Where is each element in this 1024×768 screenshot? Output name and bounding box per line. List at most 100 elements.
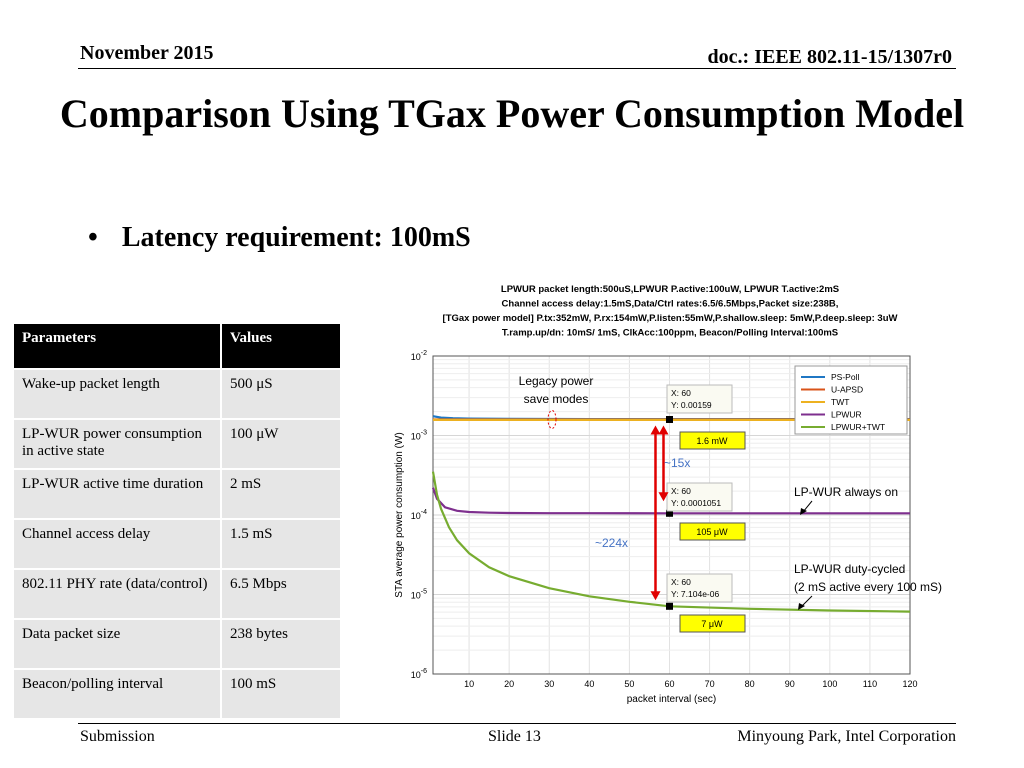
- table-cell-parameter: LP-WUR power consumption in active state: [14, 420, 220, 468]
- x-tick-label: 90: [785, 679, 795, 689]
- slide-title: Comparison Using TGax Power Consumption …: [0, 86, 1024, 142]
- table-row: 802.11 PHY rate (data/control) 6.5 Mbps: [14, 570, 340, 618]
- x-tick-label: 20: [504, 679, 514, 689]
- legend-label: LPWUR: [831, 410, 862, 420]
- chart-title-line: [TGax power model] P.tx:352mW, P.rx:154m…: [443, 313, 898, 324]
- x-tick-label: 10: [464, 679, 474, 689]
- table-cell-value: 2 mS: [222, 470, 340, 518]
- y-tick-label: 10-2: [411, 350, 427, 362]
- legend-label: U-APSD: [831, 385, 863, 395]
- table-cell-parameter: Data packet size: [14, 620, 220, 668]
- x-tick-label: 80: [745, 679, 755, 689]
- slide-title-text: Comparison Using TGax Power Consumption …: [59, 91, 965, 136]
- ratio-arrow-224x-head-bottom: [650, 591, 661, 601]
- table-cell-value: 100 μW: [222, 420, 340, 468]
- datatip-marker: [665, 415, 673, 423]
- y-tick-label: 10-6: [411, 668, 427, 680]
- legend-label: PS-Poll: [831, 372, 859, 382]
- value-box-label: 105 μW: [696, 527, 728, 537]
- header-doc-id: doc.: IEEE 802.11-15/1307r0: [707, 46, 952, 68]
- table-cell-value: 100 mS: [222, 670, 340, 718]
- datatip-x: X: 60: [671, 486, 691, 496]
- y-tick-label: 10-3: [411, 430, 427, 442]
- chart-title: LPWUR packet length:500uS,LPWUR P.active…: [443, 284, 898, 339]
- table-row: Beacon/polling interval 100 mS: [14, 670, 340, 718]
- table-row: Data packet size 238 bytes: [14, 620, 340, 668]
- header-date: November 2015: [80, 42, 214, 64]
- chart-legend: PS-Poll U-APSD TWT LPWUR LPWUR+TWT: [794, 365, 908, 435]
- bullet-item: • Latency requirement: 100mS: [88, 222, 471, 254]
- series-line-lpwur-twt: [431, 471, 911, 613]
- value-box: [679, 614, 746, 633]
- x-tick-label: 70: [705, 679, 715, 689]
- datatip-y: Y: 0.0001051: [671, 498, 721, 508]
- datatip-box: [666, 573, 733, 603]
- table-cell-value: 500 μS: [222, 370, 340, 418]
- chart-title-line: Channel access delay:1.5mS,Data/Ctrl rat…: [502, 299, 839, 310]
- series-line-lpwur: [431, 487, 910, 515]
- chart-annotations: X: 60 Y: 0.00159 X: 60 Y: 0.0001051 X: 60 Y: …: [519, 374, 942, 633]
- x-tick-label: 40: [584, 679, 594, 689]
- table-cell-parameter: Wake-up packet length: [14, 370, 220, 418]
- table-cell-parameter: Beacon/polling interval: [14, 670, 220, 718]
- datatip-x: X: 60: [671, 577, 691, 587]
- y-axis-label: STA average power consumption (W): [394, 432, 405, 597]
- x-axis-label: packet interval (sec): [627, 694, 716, 705]
- table-row: LP-WUR power consumption in active state…: [14, 420, 340, 468]
- table-row: Channel access delay 1.5 mS: [14, 520, 340, 568]
- table-header-values: Values: [222, 324, 340, 368]
- value-box-label: 7 μW: [701, 619, 723, 629]
- always-on-pointer-head: [800, 508, 807, 515]
- ratio-label: ~15x: [664, 456, 690, 470]
- duty-cycled-label: LP-WUR duty-cycled: [794, 562, 905, 576]
- header-divider: [78, 68, 956, 69]
- chart-title-line: T.ramp.up/dn: 10mS/ 1mS, ClkAcc:100ppm, …: [502, 328, 838, 339]
- datatip-box: [666, 384, 733, 414]
- duty-cycled-label: (2 mS active every 100 mS): [794, 580, 942, 594]
- x-tick-label: 30: [544, 679, 554, 689]
- datatip-y: Y: 7.104e-06: [671, 589, 719, 599]
- y-tick-label: 10-5: [411, 589, 427, 601]
- legend-label: TWT: [831, 397, 849, 407]
- footer-slide-number: Slide 13: [488, 728, 541, 745]
- bullet-dot: •: [88, 222, 98, 253]
- ratio-label: ~224x: [595, 536, 628, 550]
- power-consumption-chart: LPWUR packet length:500uS,LPWUR P.active…: [394, 284, 942, 705]
- value-box: [679, 522, 746, 541]
- always-on-label: LP-WUR always on: [794, 485, 898, 499]
- x-tick-label: 100: [822, 679, 837, 689]
- footer-divider: [78, 723, 956, 724]
- table-row: Wake-up packet length 500 μS: [14, 370, 340, 418]
- datatip-x: X: 60: [671, 388, 691, 398]
- duty-cycled-pointer-head: [798, 603, 805, 610]
- table-cell-parameter: Channel access delay: [14, 520, 220, 568]
- datatip-marker: [665, 602, 673, 610]
- table-header-row: Parameters Values: [14, 324, 340, 368]
- legacy-highlight: [547, 409, 557, 429]
- table-cell-parameter: 802.11 PHY rate (data/control): [14, 570, 220, 618]
- x-tick-label: 60: [664, 679, 674, 689]
- table-cell-value: 238 bytes: [222, 620, 340, 668]
- x-tick-label: 110: [863, 679, 877, 689]
- bullet-text: Latency requirement: 100mS: [121, 222, 471, 253]
- datatip-box: [666, 482, 733, 512]
- axis-ticks: 10 20 30 40 50 60 70 80 90 100 110 120 10-2 10-3 10-4 1…: [411, 350, 918, 689]
- table-cell-value: 1.5 mS: [222, 520, 340, 568]
- y-tick-label: 10-4: [411, 509, 427, 521]
- footer-submission: Submission: [80, 728, 155, 745]
- table-cell-parameter: LP-WUR active time duration: [14, 470, 220, 518]
- ratio-arrow-15x-head-bottom: [658, 492, 669, 502]
- value-box-label: 1.6 mW: [696, 436, 728, 446]
- ratio-arrow-15x-head-top: [658, 425, 669, 435]
- x-tick-label: 120: [902, 679, 917, 689]
- legend-label: LPWUR+TWT: [831, 422, 885, 432]
- parameters-table: Parameters Values Wake-up packet length 5…: [12, 322, 342, 720]
- plot-frame: [432, 355, 911, 675]
- value-box: [679, 431, 746, 450]
- table-cell-value: 6.5 Mbps: [222, 570, 340, 618]
- footer-author: Minyoung Park, Intel Corporation: [737, 728, 956, 745]
- table-row: LP-WUR active time duration 2 mS: [14, 470, 340, 518]
- x-tick-label: 50: [624, 679, 634, 689]
- chart-title-line: LPWUR packet length:500uS,LPWUR P.active…: [501, 284, 839, 295]
- datatip-marker: [665, 509, 673, 517]
